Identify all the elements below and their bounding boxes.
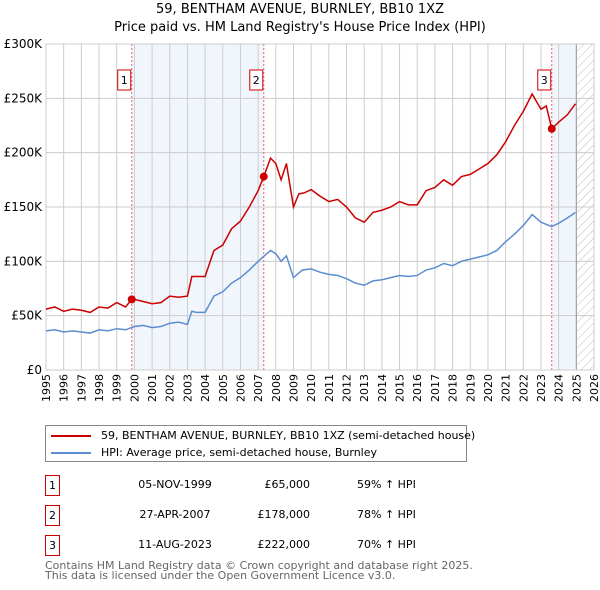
sale-marker-box: 3 <box>45 535 60 556</box>
x-tick-label: 2011 <box>323 374 336 402</box>
y-tick-label: £100K <box>4 254 44 268</box>
sale-price: £65,000 <box>264 478 311 491</box>
y-tick-label: £0 <box>27 363 42 377</box>
y-tick-label: £50K <box>11 309 43 323</box>
x-tick-label: 2020 <box>482 374 495 402</box>
sale-point <box>547 124 556 133</box>
x-tick-label: 2019 <box>464 374 477 402</box>
y-tick-label: £300K <box>4 37 44 51</box>
x-tick-label: 2021 <box>500 374 513 402</box>
plot-area: 1 2 3 1995 1996 1997 1998 1999 2000 2001 2002 2003 2… <box>4 37 600 402</box>
x-tick-label: 2022 <box>517 374 530 402</box>
x-tick-label: 2005 <box>217 374 230 402</box>
sale-hpi: 59% ↑ HPI <box>357 478 416 491</box>
x-tick-label: 1999 <box>111 374 124 402</box>
x-tick-label: 2012 <box>341 374 354 402</box>
x-tick-label: 2014 <box>376 374 389 402</box>
chart-title: 59, BENTHAM AVENUE, BURNLEY, BB10 1XZ <box>156 2 444 17</box>
x-tick-label: 2003 <box>181 374 194 402</box>
y-tick-label: £150K <box>4 200 44 214</box>
x-tick-label: 1998 <box>93 374 106 402</box>
x-tick-label: 2000 <box>128 374 141 402</box>
legend-swatch-red <box>51 435 91 437</box>
legend-label: 59, BENTHAM AVENUE, BURNLEY, BB10 1XZ (s… <box>101 429 476 442</box>
sale-hpi: 70% ↑ HPI <box>357 538 416 551</box>
x-tick-label: 2025 <box>570 374 583 402</box>
x-tick-label: 2013 <box>358 374 371 402</box>
sale-point <box>127 295 136 304</box>
x-tick-label: 2004 <box>199 374 212 402</box>
y-tick-label: £250K <box>4 91 44 105</box>
sale-date: 27-APR-2007 <box>139 508 211 521</box>
legend: 59, BENTHAM AVENUE, BURNLEY, BB10 1XZ (s… <box>45 425 475 462</box>
x-tick-label: 2002 <box>164 374 177 402</box>
sale-date: 11-AUG-2023 <box>138 538 212 551</box>
series-line <box>45 211 576 334</box>
x-tick-label: 2006 <box>234 374 247 402</box>
sale-price: £178,000 <box>257 508 311 521</box>
x-tick-label: 2009 <box>287 374 300 402</box>
x-tick-label: 2018 <box>447 374 460 402</box>
x-tick-label: 1997 <box>75 374 88 402</box>
sale-marker-box: 2 <box>45 505 60 526</box>
sale-label-box <box>117 69 132 91</box>
sale-label-box <box>249 69 264 91</box>
footer-copyright: Contains HM Land Registry data © Crown c… <box>45 559 473 572</box>
legend-swatch-blue <box>51 452 91 454</box>
x-tick-label: 2007 <box>252 374 265 402</box>
x-tick-label: 2017 <box>429 374 442 402</box>
chart-subtitle: Price paid vs. HM Land Registry's House … <box>114 20 486 35</box>
sale-point <box>259 172 268 181</box>
x-tick-label: 2001 <box>146 374 159 402</box>
x-tick-label: 2024 <box>553 374 566 402</box>
legend-label: HPI: Average price, semi-detached house,… <box>101 446 378 459</box>
x-tick-label: 2015 <box>394 374 407 402</box>
sale-hpi: 78% ↑ HPI <box>357 508 416 521</box>
x-tick-label: 2008 <box>270 374 283 402</box>
sale-label: 1 <box>121 74 128 87</box>
x-tick-label: 2023 <box>535 374 548 402</box>
sale-label: 3 <box>541 74 548 87</box>
x-tick-label: 2016 <box>411 374 424 402</box>
x-tick-label: 1996 <box>58 374 71 402</box>
plot-border <box>45 43 595 371</box>
sale-price: £222,000 <box>257 538 311 551</box>
sale-label: 2 <box>253 74 260 87</box>
x-tick-label: 2026 <box>588 374 600 402</box>
sale-marker-box: 1 <box>45 475 60 496</box>
x-tick-label: 1995 <box>40 374 53 402</box>
y-tick-label: £200K <box>4 146 44 160</box>
x-tick-label: 2010 <box>305 374 318 402</box>
footer-licence: This data is licensed under the Open Gov… <box>45 569 396 582</box>
sale-date: 05-NOV-1999 <box>138 478 212 491</box>
sale-label-box <box>537 69 552 91</box>
